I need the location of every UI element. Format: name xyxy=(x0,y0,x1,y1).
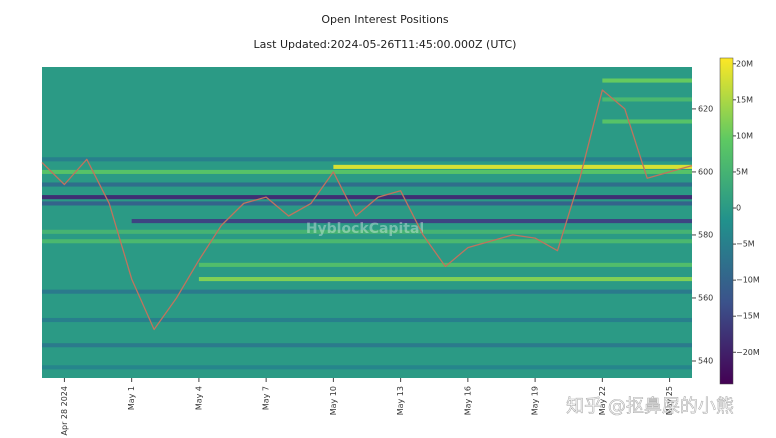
x-tick-label: May 16 xyxy=(463,386,472,415)
heatmap-band xyxy=(602,97,692,102)
heatmap-band xyxy=(42,343,692,348)
x-tick-label: May 19 xyxy=(531,386,540,415)
heatmap-band xyxy=(42,169,692,174)
heatmap-band xyxy=(602,78,692,83)
heatmap-band xyxy=(42,195,692,200)
watermark: HyblockCapital xyxy=(306,221,424,237)
heatmap-band xyxy=(131,219,693,224)
heatmap-band xyxy=(42,239,692,244)
x-tick-label: May 4 xyxy=(194,386,203,410)
chart-subtitle: Last Updated:2024-05-26T11:45:00.000Z (U… xyxy=(254,38,517,51)
heatmap-band xyxy=(42,289,692,294)
colorbar-tick-label: −20M xyxy=(736,348,760,357)
y-tick-label: 620 xyxy=(698,104,713,113)
colorbar-tick-label: −5M xyxy=(736,240,755,249)
y-tick-label: 580 xyxy=(698,230,713,239)
colorbar xyxy=(719,57,734,385)
x-tick-label: Apr 28 2024 xyxy=(60,386,69,435)
x-tick-label: May 13 xyxy=(396,386,405,415)
heatmap-band xyxy=(42,365,692,370)
heatmap-band xyxy=(42,182,692,187)
heatmap-band xyxy=(333,164,692,169)
x-tick-label: May 10 xyxy=(329,386,338,415)
colorbar-tick-label: 10M xyxy=(736,131,753,140)
y-tick-label: 600 xyxy=(698,167,713,176)
heatmap-band xyxy=(198,262,692,267)
y-tick-label: 540 xyxy=(698,356,713,365)
colorbar-tick-label: −10M xyxy=(736,276,760,285)
heatmap-band xyxy=(42,157,692,162)
heatmap-band xyxy=(602,119,692,124)
colorbar-tick-label: −15M xyxy=(736,312,760,321)
x-tick-label: May 7 xyxy=(262,386,271,410)
colorbar-tick-label: 15M xyxy=(736,95,753,104)
y-tick-label: 560 xyxy=(698,293,713,302)
colorbar-tick-label: 5M xyxy=(736,167,748,176)
x-tick-label: May 25 xyxy=(665,386,674,415)
colorbar-tick-label: 20M xyxy=(736,59,753,68)
overlay-text: 知乎 @抠鼻屎的小熊 xyxy=(566,396,734,417)
x-tick-label: May 22 xyxy=(598,386,607,415)
x-tick-label: May 1 xyxy=(127,386,136,410)
price-line xyxy=(41,89,693,331)
heatmap-band xyxy=(42,229,692,234)
chart-title: Open Interest Positions xyxy=(321,13,449,26)
heatmap-band xyxy=(42,317,692,323)
heatmap-band xyxy=(42,201,692,206)
colorbar-tick-label: 0 xyxy=(736,204,741,213)
heatmap-band xyxy=(198,277,692,282)
